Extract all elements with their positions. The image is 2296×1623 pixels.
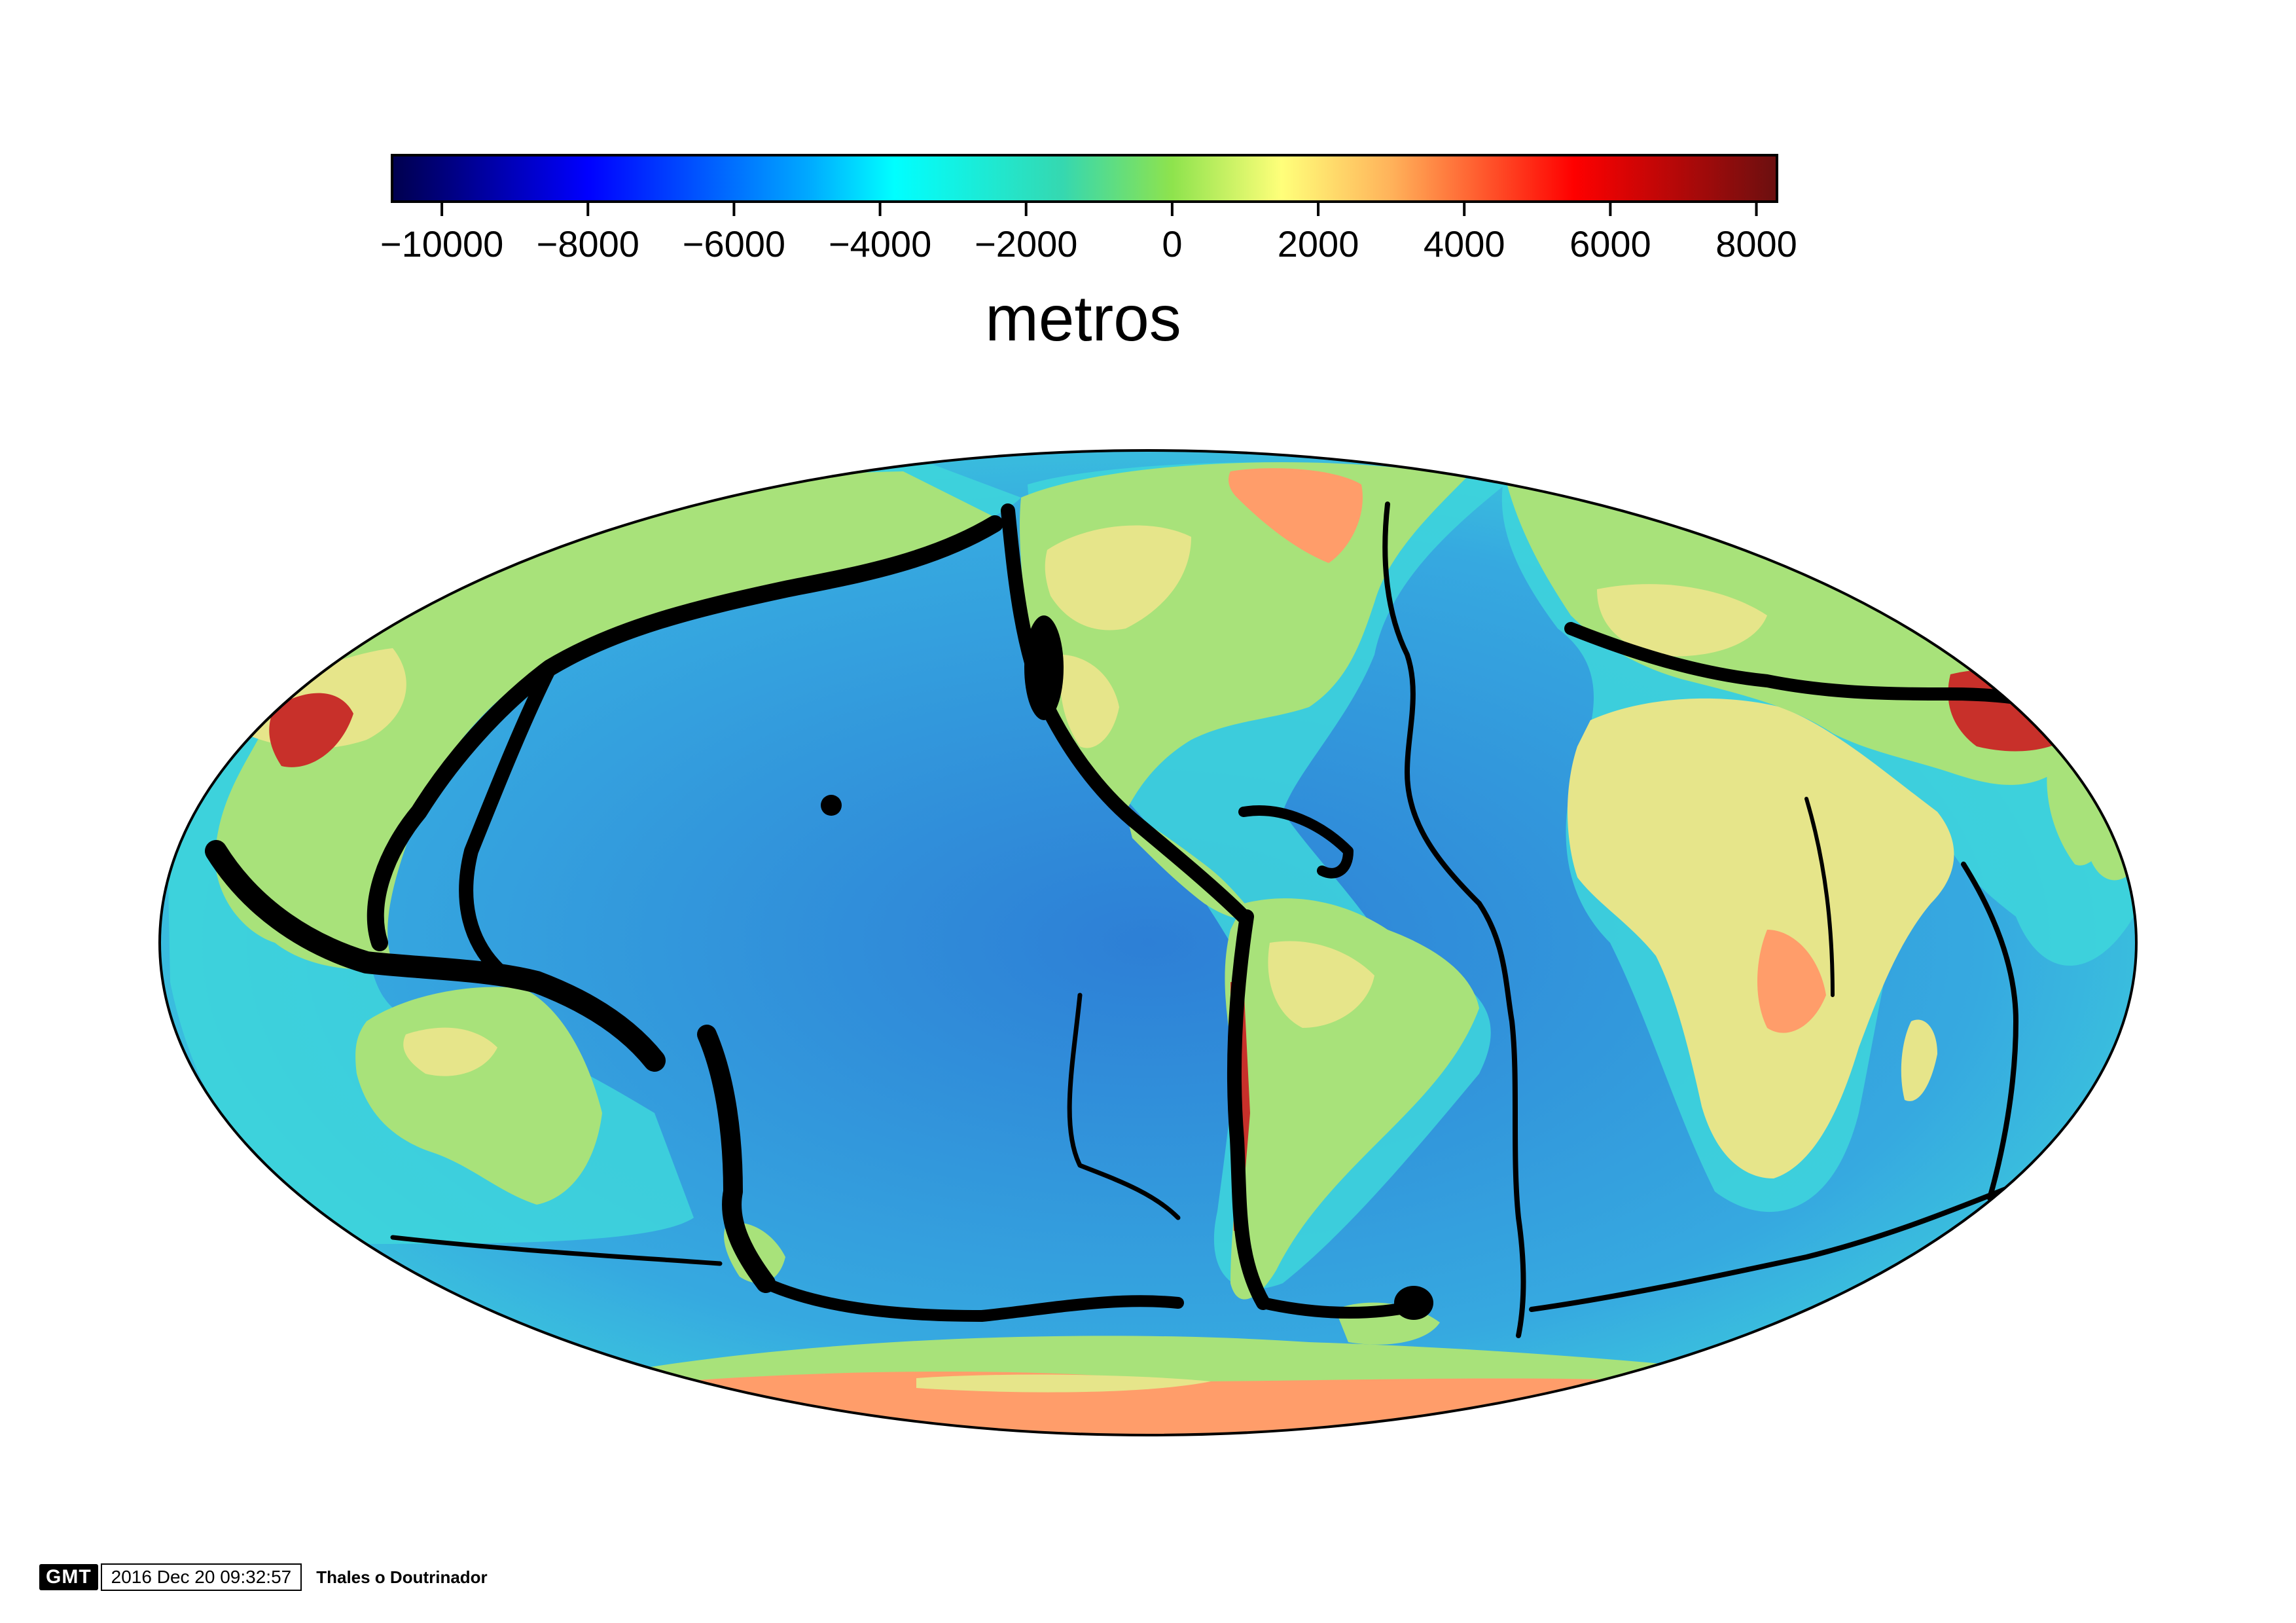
- colorbar-tick-label: 6000: [1570, 223, 1651, 264]
- gmt-timestamp: GMT 2016 Dec 20 09:32:57 Thales o Doutri…: [39, 1563, 488, 1591]
- colorbar-tick-label: −8000: [536, 223, 639, 264]
- colorbar-frame: [391, 154, 1778, 203]
- colorbar-tick-label: −2000: [975, 223, 1078, 264]
- colorbar-tick-label: −4000: [828, 223, 932, 264]
- colorbar-tick-label: 0: [1162, 223, 1183, 264]
- timestamp-author: Thales o Doutrinador: [316, 1567, 488, 1587]
- colorbar: [391, 154, 1778, 203]
- colorbar-unit-label: metros: [985, 282, 1181, 354]
- colorbar-tick-label: −6000: [682, 223, 786, 264]
- colorbar-tick-label: 2000: [1277, 223, 1359, 264]
- colorbar-ticks: [440, 203, 1758, 216]
- map-frame: [158, 449, 2138, 1436]
- timestamp-date: 2016 Dec 20 09:32:57: [100, 1563, 302, 1591]
- colorbar-tick-label: 8000: [1715, 223, 1797, 264]
- colorbar-tick-label: −10000: [380, 223, 504, 264]
- gmt-logo: GMT: [39, 1564, 98, 1590]
- colorbar-tick-label: 4000: [1423, 223, 1505, 264]
